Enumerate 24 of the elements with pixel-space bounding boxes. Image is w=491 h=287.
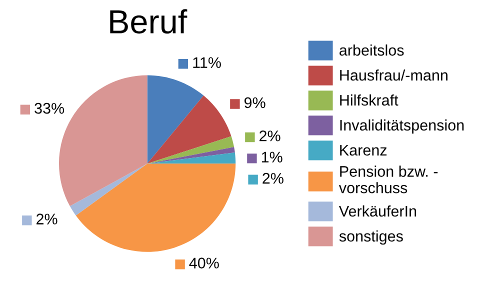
legend-label: VerkäuferIn bbox=[338, 205, 416, 217]
legend-label: Hausfrau/-mann bbox=[340, 69, 448, 81]
legend-label: sonstiges bbox=[339, 230, 403, 245]
pie-slice bbox=[147, 75, 204, 164]
data-label: 2% bbox=[262, 172, 284, 184]
pie-slice bbox=[70, 164, 148, 216]
data-label: 33% bbox=[34, 102, 64, 114]
pie-slice bbox=[147, 147, 235, 164]
pie-slice bbox=[76, 164, 236, 252]
legend-label: Hilfskraft bbox=[340, 94, 398, 106]
legend-label: Karenz bbox=[340, 144, 387, 156]
data-label: 1% bbox=[262, 152, 282, 162]
data-label: 11% bbox=[193, 57, 221, 68]
data-label: 2% bbox=[260, 130, 280, 142]
data-label: 2% bbox=[36, 214, 58, 224]
pie-slice bbox=[147, 96, 232, 164]
data-label: 9% bbox=[244, 97, 266, 108]
pie-slice bbox=[147, 152, 236, 164]
legend-label: Invaliditätspension bbox=[340, 119, 464, 134]
legend-label: Pension bzw. - vorschuss bbox=[338, 166, 438, 194]
legend-label: arbeitslos bbox=[340, 44, 404, 56]
pie-slice bbox=[147, 136, 234, 164]
data-label: 40% bbox=[189, 258, 219, 268]
chart-title: Beruf bbox=[110, 9, 188, 34]
